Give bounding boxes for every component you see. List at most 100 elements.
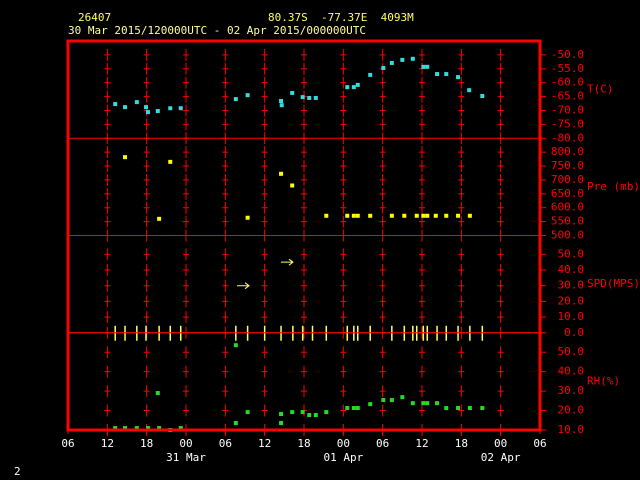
grid-cross [222,404,229,417]
grid-cross [458,346,465,359]
grid-cross [419,311,425,324]
grid-cross [104,215,111,228]
grid-cross [379,248,386,261]
grid-cross [340,264,347,277]
grid-cross [261,385,268,398]
point [400,57,405,62]
point [351,213,356,218]
grid-cross [340,215,347,228]
grid-cross [261,118,268,131]
period: 30 Mar 2015/120000UTC - 02 Apr 2015/0000… [68,24,366,37]
grid-cross [143,248,150,261]
grid-cross [458,311,465,324]
grid-cross [261,295,268,308]
grid-cross [222,90,229,103]
grid-cross [458,48,465,61]
grid-cross [458,62,465,75]
y-tick-label: 50.0 [558,345,585,358]
grid-cross [340,76,347,89]
grid-cross [458,404,465,417]
grid-cross [222,76,229,89]
grid-cross [143,264,150,277]
grid-cross [419,295,425,308]
grid-cross [143,118,150,131]
grid-cross [261,90,268,103]
grid-cross [497,48,504,61]
point [300,95,305,100]
grid-cross [183,279,189,292]
x-tick-label: 18 [455,437,468,450]
point [414,213,419,218]
grid-cross [340,62,347,75]
grid-cross [458,104,465,117]
y-tick-label: 20.0 [558,294,585,307]
point [410,56,415,61]
grid-cross [143,76,150,89]
grid-cross [104,346,111,359]
x-tick-label: 12 [258,437,271,450]
grid-cross [301,62,307,75]
grid-cross [222,187,229,200]
grid-cross [419,48,425,61]
y-tick-label: 50.0 [558,247,585,260]
grid-cross [458,264,465,277]
grid-cross [222,160,229,173]
date-label: 02 Apr [481,451,521,464]
point [233,97,238,102]
grid-cross [183,295,189,308]
grid-cross [497,365,504,378]
point [433,213,438,218]
grid-cross [379,264,386,277]
grid-cross [340,311,347,324]
grid-cross [143,90,150,103]
grid-cross [222,104,229,117]
grid-cross [261,365,268,378]
grid-cross [183,76,189,89]
grid-cross [497,76,504,89]
grid-cross [104,90,111,103]
grid-cross [104,311,111,324]
y-tick-label: -60.0 [551,76,584,89]
panel-label: RH(%) [587,374,620,387]
point [410,401,415,406]
grid-cross [497,90,504,103]
x-tick-label: 00 [179,437,192,450]
grid-cross [183,385,189,398]
grid-cross [497,311,504,324]
point [351,406,356,411]
point [290,183,295,188]
grid-cross [379,279,386,292]
grid-cross [261,346,268,359]
grid-cross [183,118,189,131]
point [355,213,360,218]
grid-cross [340,248,347,261]
point [313,413,318,418]
grid-cross [261,215,268,228]
grid-cross [261,160,268,173]
point [279,420,284,425]
point [480,406,485,411]
grid-cross [143,279,150,292]
point [145,426,150,431]
grid-cross [183,248,189,261]
grid-cross [222,311,229,324]
point [368,402,373,407]
grid-cross [104,76,111,89]
point [351,85,356,90]
point [123,426,128,431]
grid-cross [301,187,307,200]
y-tick-label: 650.0 [551,187,584,200]
grid-cross [379,90,386,103]
point [113,102,118,107]
y-tick-label: 550.0 [551,215,584,228]
point [290,90,295,95]
grid-cross [379,76,386,89]
grid-cross [301,279,307,292]
y-tick-label: -75.0 [551,117,584,130]
point [279,103,284,108]
y-tick-label: 20.0 [558,404,585,417]
grid-cross [143,160,150,173]
grid-cross [340,90,347,103]
point [157,216,162,221]
point [480,94,485,99]
